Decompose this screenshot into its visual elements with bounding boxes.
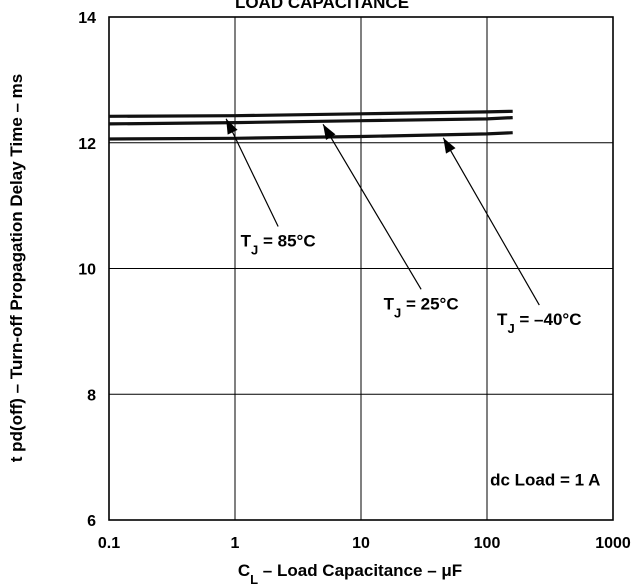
chart-title: LOAD CAPACITANCE bbox=[235, 0, 409, 12]
annotation-label-tjm40: TJ = –40°C bbox=[497, 310, 581, 336]
series-line-2 bbox=[108, 131, 513, 141]
y-tick-label: 6 bbox=[87, 513, 96, 530]
x-tick-label: 100 bbox=[474, 535, 501, 552]
plot-frame bbox=[108, 16, 614, 521]
annotation-arrowhead-tj25 bbox=[323, 124, 336, 141]
y-axis-label: t pd(off) – Turn-off Propagation Delay T… bbox=[7, 74, 26, 463]
series-line-0 bbox=[108, 109, 513, 118]
annotation-leader-tj25 bbox=[322, 124, 422, 290]
x-tick-label: 1000 bbox=[595, 535, 631, 552]
annotation-label-dcload: dc Load = 1 A bbox=[490, 470, 600, 489]
y-tick-label: 10 bbox=[78, 262, 96, 279]
annotation-leader-tj85 bbox=[225, 118, 279, 227]
y-tick-label: 12 bbox=[78, 136, 96, 153]
x-tick-label: 0.1 bbox=[98, 535, 120, 552]
y-tick-label: 14 bbox=[78, 10, 96, 27]
annotation-label-tj25: TJ = 25°C bbox=[384, 294, 459, 320]
series-line-1 bbox=[108, 116, 513, 126]
annotation-leader-tjm40 bbox=[442, 137, 540, 306]
annotation-arrowhead-tj85 bbox=[226, 118, 238, 135]
annotation-arrowhead-tjm40 bbox=[443, 137, 456, 154]
x-axis-label: CL – Load Capacitance – μF bbox=[238, 561, 462, 585]
x-tick-label: 1 bbox=[231, 535, 240, 552]
y-tick-label: 8 bbox=[87, 387, 96, 404]
x-tick-label: 10 bbox=[352, 535, 370, 552]
annotation-label-tj85: TJ = 85°C bbox=[241, 231, 316, 257]
